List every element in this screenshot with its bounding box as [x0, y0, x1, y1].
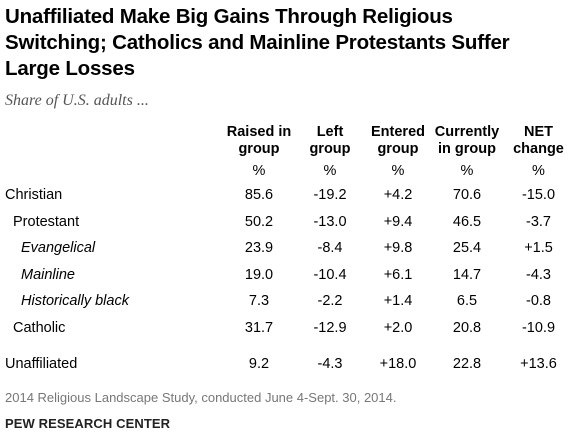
value-cell-raised: 7.3 [248, 293, 270, 310]
value-cell-net: -0.8 [526, 293, 551, 310]
row-label: Historically black [21, 293, 129, 310]
value-cell-raised: 9.2 [248, 356, 270, 373]
value-cell-left: -19.2 [313, 187, 347, 204]
column-header-line: group [238, 141, 280, 157]
column-header-line: group [377, 141, 419, 157]
unit-blank-cell [0, 160, 222, 182]
value-cell-net: +1.5 [524, 240, 553, 257]
value-cell-net: -15.0 [521, 187, 556, 204]
column-header-current: Currently in group [432, 124, 502, 160]
row-label: Catholic [13, 319, 66, 336]
row-label: Protestant [13, 213, 80, 230]
row-spacer [0, 341, 575, 351]
row-label: Christian [5, 187, 63, 204]
column-header-line: Entered [371, 124, 425, 140]
data-table-container: Raised in group Left group Entered group… [0, 124, 575, 378]
value-cell-current: 14.7 [452, 266, 482, 283]
unit-cell: % [323, 163, 337, 179]
value-cell-left: -4.3 [317, 356, 343, 373]
value-cell-raised: 31.7 [244, 319, 274, 336]
row-label: Mainline [21, 266, 75, 283]
column-header-left: Left group [296, 124, 364, 160]
value-cell-raised: 19.0 [244, 266, 274, 283]
value-cell-net: +13.6 [520, 356, 557, 373]
title-line: Switching; Catholics and Mainline Protes… [5, 31, 510, 54]
value-cell-entered: +18.0 [379, 356, 417, 373]
value-cell-entered: +9.4 [383, 213, 413, 230]
value-cell-current: 25.4 [452, 240, 482, 257]
value-cell-current: 70.6 [452, 187, 482, 204]
value-cell-entered: +1.4 [383, 293, 413, 310]
value-cell-raised: 85.6 [244, 187, 274, 204]
column-header-line: Currently [434, 124, 500, 140]
title-line: Large Losses [5, 57, 135, 80]
value-cell-raised: 50.2 [244, 213, 274, 230]
value-cell-entered: +9.8 [383, 240, 413, 257]
table-row: Evangelical 23.9 -8.4 +9.8 25.4 +1.5 [0, 235, 575, 262]
value-cell-left: -13.0 [313, 213, 347, 230]
value-cell-current: 20.8 [452, 319, 482, 336]
unit-row: % % % % % [0, 160, 575, 182]
value-cell-left: -12.9 [313, 319, 347, 336]
unit-cell: % [532, 163, 545, 179]
row-spacer-cell [0, 341, 575, 351]
table-row: Historically black 7.3 -2.2 +1.4 6.5 -0.8 [0, 288, 575, 315]
value-cell-left: -8.4 [317, 240, 343, 257]
value-cell-net: -10.9 [521, 319, 556, 336]
source-credit: PEW RESEARCH CENTER [5, 416, 171, 431]
value-cell-left: -2.2 [317, 293, 343, 310]
value-cell-entered: +6.1 [383, 266, 413, 283]
table-row: Christian 85.6 -19.2 +4.2 70.6 -15.0 [0, 182, 575, 209]
table-header: Raised in group Left group Entered group… [0, 124, 575, 182]
column-header-raised: Raised in group [222, 124, 296, 160]
table-row: Protestant 50.2 -13.0 +9.4 46.5 -3.7 [0, 209, 575, 236]
table-row: Unaffiliated 9.2 -4.3 +18.0 22.8 +13.6 [0, 351, 575, 378]
column-header-entered: Entered group [364, 124, 432, 160]
value-cell-entered: +4.2 [383, 187, 413, 204]
unit-cell: % [252, 163, 266, 179]
value-cell-raised: 23.9 [244, 240, 274, 257]
value-cell-entered: +2.0 [383, 319, 413, 336]
table-row: Catholic 31.7 -12.9 +2.0 20.8 -10.9 [0, 315, 575, 342]
value-cell-net: -4.3 [526, 266, 551, 283]
unit-cell: % [460, 163, 474, 179]
column-header-net: NET change [502, 124, 575, 160]
column-header-line: Raised in [226, 124, 292, 140]
header-row: Raised in group Left group Entered group… [0, 124, 575, 160]
column-header-line: in group [438, 141, 496, 157]
value-cell-left: -10.4 [313, 266, 347, 283]
row-label: Evangelical [21, 240, 96, 257]
chart-subtitle: Share of U.S. adults ... [5, 92, 149, 109]
data-table: Raised in group Left group Entered group… [0, 124, 575, 378]
header-blank-cell [0, 124, 222, 160]
value-cell-net: -3.7 [526, 213, 551, 230]
column-header-line: change [513, 141, 564, 157]
row-label: Unaffiliated [5, 356, 78, 373]
value-cell-current: 22.8 [452, 356, 482, 373]
value-cell-current: 46.5 [452, 213, 482, 230]
table-body: Christian 85.6 -19.2 +4.2 70.6 -15.0 Protestan… [0, 182, 575, 378]
table-row: Mainline 19.0 -10.4 +6.1 14.7 -4.3 [0, 262, 575, 289]
value-cell-current: 6.5 [456, 293, 478, 310]
column-header-line: Left [316, 124, 344, 140]
footnote: 2014 Religious Landscape Study, conducte… [5, 390, 397, 405]
chart-title: Unaffiliated Make Big Gains Through Reli… [5, 4, 570, 82]
title-line: Unaffiliated Make Big Gains Through Reli… [5, 5, 453, 28]
unit-cell: % [391, 163, 405, 179]
column-header-line: group [309, 141, 351, 157]
column-header-line: NET [524, 124, 553, 140]
